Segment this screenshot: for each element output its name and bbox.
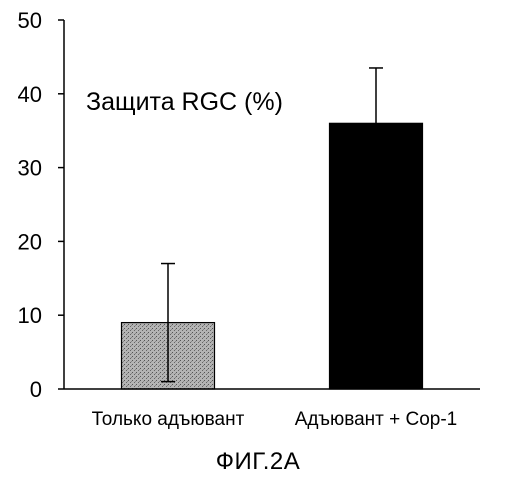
y-tick-label: 30 <box>18 156 42 181</box>
y-tick-label: 20 <box>18 229 42 254</box>
y-axis-ticks: 0 10 20 30 40 50 <box>18 8 64 402</box>
figure-caption: ФИГ.2А <box>0 448 516 476</box>
y-tick-label: 0 <box>30 377 42 402</box>
y-tick-label: 40 <box>18 82 42 107</box>
y-tick-label: 50 <box>18 8 42 33</box>
y-tick-label: 10 <box>18 303 42 328</box>
x-axis-labels: Только адъювант Адъювант + Cop-1 <box>92 409 458 430</box>
bars <box>122 123 423 389</box>
x-tick-label: Адъювант + Cop-1 <box>295 409 458 430</box>
x-tick-label: Только адъювант <box>92 409 245 430</box>
chart-annotation: Защита RGC (%) <box>86 88 283 116</box>
bar <box>330 123 423 389</box>
bar-chart: 0 10 20 30 40 50 Только адъювант Адъювант + Co… <box>0 0 516 440</box>
